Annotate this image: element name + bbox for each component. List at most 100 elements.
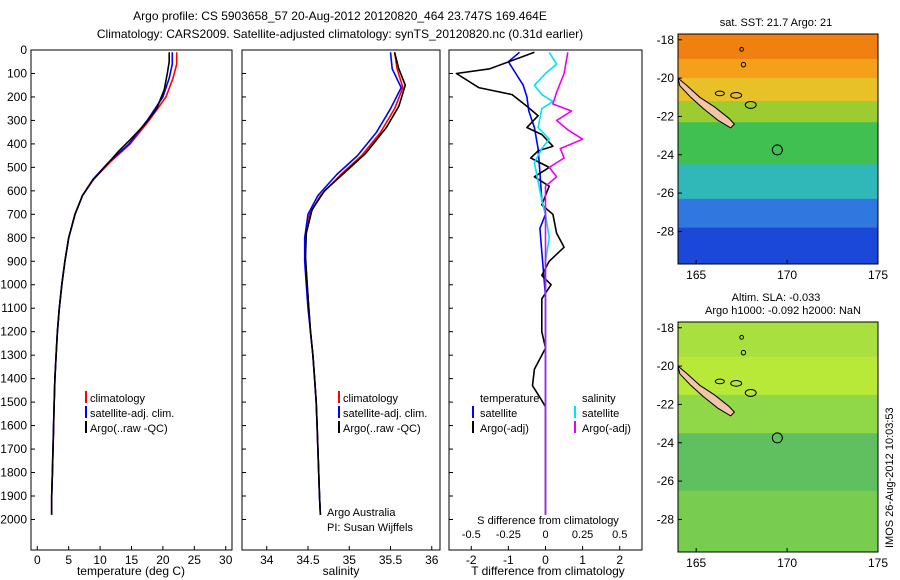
depth-tick-label: 1000: [0, 278, 27, 292]
salinity-annotation-line-1: Argo Australia: [327, 507, 396, 519]
temperature-xlabel: temperature (deg C): [77, 564, 185, 578]
sla-map-ytick-label: -20: [657, 359, 675, 373]
sst-map-color-band: [678, 198, 878, 229]
difference-series-s-argo-adj-: [544, 52, 584, 515]
sla-map-title-line-2: Argo h1000: -0.092 h2000: NaN: [705, 305, 861, 317]
salinity-xtick-label: 36: [425, 553, 439, 567]
legend-label-t-argo: Argo(-adj): [480, 423, 529, 435]
sst-map-ytick-label: -20: [657, 71, 675, 85]
depth-tick-label: 0: [20, 43, 27, 57]
sst-map-xtick-label: 165: [686, 268, 706, 282]
sla-map-ytick-label: -26: [657, 474, 675, 488]
sla-map-xtick-label: 170: [777, 556, 797, 570]
footer-stamp: IMOS 26-Aug-2012 10:03:53: [884, 407, 896, 548]
depth-tick-label: 1400: [0, 372, 27, 386]
sst-map-ytick-label: -26: [657, 186, 675, 200]
depth-tick-label: 1600: [0, 419, 27, 433]
sst-map-ytick-label: -18: [657, 33, 675, 47]
difference-xlabel-top: S difference from climatology: [477, 515, 619, 527]
sst-map-color-band: [678, 122, 878, 165]
sla-map-land-island: [714, 378, 725, 385]
temperature-axes-frame: [30, 49, 233, 551]
sst-map-land-island: [714, 90, 725, 97]
sst-map-land-island: [730, 91, 743, 99]
depth-tick-label: 500: [7, 160, 27, 174]
legend-label-s-argo: Argo(-adj): [582, 423, 631, 435]
difference-xtick-label: -1: [503, 553, 514, 567]
sla-map-panel: Altim. SLA: -0.033 Argo h1000: -0.092 h2…: [657, 292, 889, 570]
depth-tick-label: 300: [7, 113, 27, 127]
sst-map-float-marker: [771, 144, 783, 156]
sla-map-land-island: [740, 349, 747, 356]
sst-map-xtick-label: 175: [868, 268, 888, 282]
sla-map-ytick-label: -24: [657, 436, 675, 450]
sst-map-color-band: [678, 58, 878, 79]
legend-label-argo: Argo(..raw -QC): [343, 423, 421, 435]
temperature-xtick-label: 15: [125, 553, 139, 567]
depth-tick-label: 1500: [0, 395, 27, 409]
difference-legend-temperature: temperature satellite Argo(-adj): [472, 393, 539, 435]
temperature-legend: climatology satellite-adj. clim. Argo(..…: [85, 391, 174, 435]
sla-map-frame: [677, 321, 879, 553]
temperature-xtick-label: 20: [156, 553, 170, 567]
sla-map-land-island: [744, 388, 757, 397]
depth-tick-label: 400: [7, 137, 27, 151]
legend-title-salinity: salinity: [582, 393, 616, 405]
sla-map-land-island: [739, 334, 744, 340]
sst-map-ytick-label: -24: [657, 148, 675, 162]
depth-tick-label: 1700: [0, 442, 27, 456]
salinity-xlabel: salinity: [323, 564, 360, 578]
sst-map-xtick-label: 170: [777, 268, 797, 282]
difference-top-tick-label: -0.25: [496, 529, 521, 541]
sst-map-color-band: [678, 78, 878, 102]
depth-tick-label: 1800: [0, 466, 27, 480]
depth-tick-label: 100: [7, 66, 27, 80]
difference-panel: -2 -1 0 1 2 -0.5 -0.25 0 0.25 0.5 S difference f…: [448, 49, 643, 578]
sla-map-color-band: [678, 356, 878, 396]
sla-map-color-band: [678, 322, 878, 357]
temperature-panel: 0100200300400500600700800900100011001200…: [0, 43, 232, 578]
sla-map-color-band: [678, 433, 878, 492]
legend-title-temperature: temperature: [480, 393, 539, 405]
sst-map-color-band: [678, 227, 878, 264]
difference-xtick-label: 1: [579, 553, 586, 567]
difference-top-tick-label: 0.25: [572, 529, 593, 541]
depth-tick-label: 1900: [0, 489, 27, 503]
sla-map-title-line-1: Altim. SLA: -0.033: [732, 292, 821, 304]
sst-map-land-island: [740, 61, 747, 68]
temperature-xtick-label: 0: [34, 553, 41, 567]
temperature-series-climatology: [50, 52, 178, 515]
sst-map-land-new-caledonia: [678, 77, 736, 129]
temperature-xtick-label: 5: [65, 553, 72, 567]
difference-xtick-label: 0: [542, 553, 549, 567]
sst-map-frame: [677, 33, 879, 265]
sla-map-land-new-caledonia: [678, 365, 736, 417]
difference-top-tick-label: -0.5: [462, 529, 481, 541]
sla-map-xtick-label: 175: [868, 556, 888, 570]
legend-label-climatology: climatology: [90, 393, 146, 405]
sst-map-ytick-label: -22: [657, 109, 675, 123]
salinity-xtick-label: 35: [343, 553, 357, 567]
salinity-legend: climatology satellite-adj. clim. Argo(..…: [338, 391, 427, 435]
sla-map-land-island: [730, 379, 743, 387]
sst-map-land-island: [739, 46, 744, 52]
difference-xtick-label: 2: [616, 553, 623, 567]
temperature-xtick-label: 30: [219, 553, 233, 567]
depth-tick-label: 200: [7, 90, 27, 104]
legend-label-satellite: satellite-adj. clim.: [343, 408, 427, 420]
sla-map-color-band: [678, 490, 878, 552]
depth-tick-label: 1300: [0, 348, 27, 362]
depth-tick-label: 900: [7, 254, 27, 268]
temperature-xtick-label: 25: [188, 553, 202, 567]
header-line-2: Climatology: CARS2009. Satellite-adjuste…: [97, 27, 583, 41]
depth-tick-label: 600: [7, 184, 27, 198]
legend-label-climatology: climatology: [343, 393, 399, 405]
sst-map-ytick-label: -28: [657, 224, 675, 238]
salinity-xtick-label: 34: [260, 553, 274, 567]
legend-label-s-satellite: satellite: [582, 408, 619, 420]
difference-legend-salinity: salinity satellite Argo(-adj): [574, 393, 631, 435]
sst-map-panel: sat. SST: 21.7 Argo: 21 165 170 175 -18 -20 -…: [657, 17, 889, 282]
salinity-panel: 34 34.5 35 35.5 36 salinity climatology sate…: [241, 49, 441, 578]
salinity-xtick-label: 34.5: [296, 553, 320, 567]
